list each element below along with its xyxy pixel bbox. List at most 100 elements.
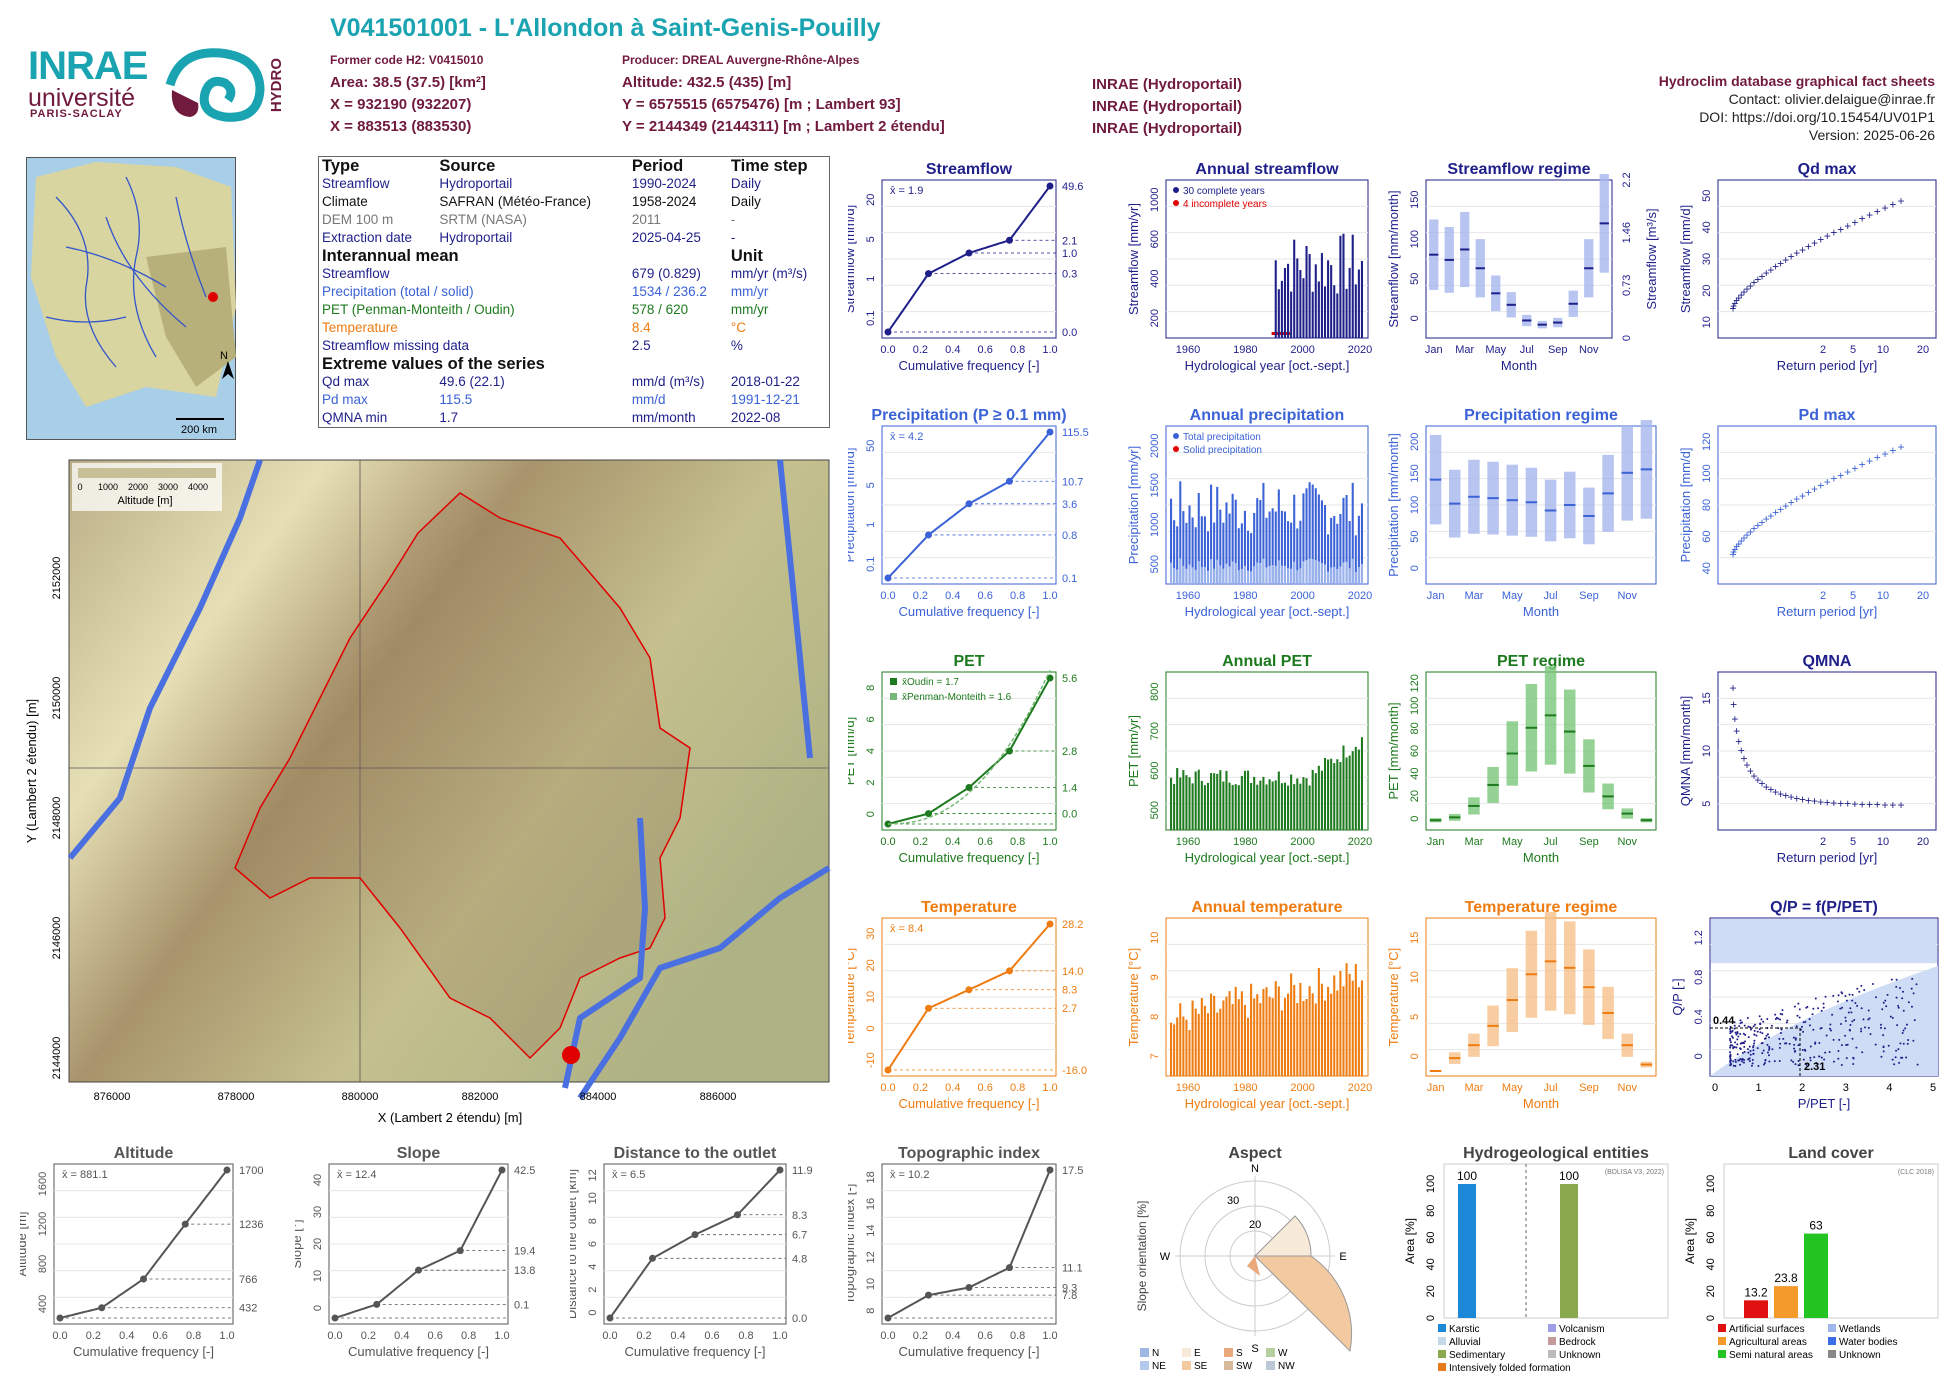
map-xtick: 876000 [94, 1091, 131, 1103]
pet-regime-chart[interactable]: PET regime Month PET [mm/month] 0 20 40 60 80 10… [1378, 644, 1668, 882]
streamflow-chart[interactable]: Streamflow Cumulative frequency [-] Stream… [848, 152, 1118, 390]
x-tick-label: 0.6 [428, 1330, 443, 1342]
annual-bar [1182, 1016, 1185, 1076]
qp-point [1860, 984, 1863, 987]
qp-point [1736, 1038, 1739, 1041]
return-point: + [1881, 201, 1888, 215]
y-tick-label: 8 [865, 1308, 877, 1314]
qp-point [1761, 1042, 1764, 1045]
annual-bar [1308, 254, 1311, 338]
slope-chart[interactable]: Slope Cumulative frequency [-] Slope [°] 0 1… [295, 1136, 570, 1376]
x-tick-label: May [1485, 344, 1506, 356]
annual-bar [1342, 986, 1345, 1076]
qp-ppet-chart[interactable]: Q/P = f(P/PET) P/PET [-] Q/P [-] 0 0.4 0.8 1.2… [1668, 890, 1948, 1128]
paris-saclay-logo: PARIS-SACLAY [30, 108, 123, 120]
annual-bar [1188, 1030, 1191, 1076]
direction-label: N [1251, 1163, 1259, 1175]
solid-precip-bar [1182, 565, 1185, 584]
annual-precipitation-chart[interactable]: Annual precipitation Hydrological year [o… [1118, 398, 1378, 636]
quantile-label: 2.7 [1062, 1003, 1077, 1015]
annual-bar [1280, 783, 1283, 830]
qp-point [1884, 999, 1887, 1002]
doi[interactable]: DOI: https://doi.org/10.15454/UV01P1 [1699, 109, 1935, 125]
pd-max-chart[interactable]: Pd max Return period [yr] Precipitation [m… [1668, 398, 1948, 636]
legend-entry: E [1194, 1348, 1201, 1359]
altitude-chart[interactable]: Altitude Cumulative frequency [-] Altitude… [20, 1136, 295, 1376]
topographic-index-chart[interactable]: Topographic index Cumulative frequency [-… [848, 1136, 1118, 1376]
y-tick-label: 120 [1409, 674, 1421, 692]
x-axis-label: Cumulative frequency [-] [899, 1096, 1040, 1111]
row-type: Extraction date [322, 230, 413, 245]
y-tick-label: 800 [37, 1255, 49, 1273]
distance-chart[interactable]: Distance to the outlet Cumulative frequen… [570, 1136, 848, 1376]
station-location-marker [208, 292, 218, 302]
extreme-value: 115.5 [439, 392, 473, 407]
y-tick-label: 50 [865, 440, 877, 452]
annual-streamflow-chart[interactable]: Annual streamflow Hydrological year [oct.… [1118, 152, 1378, 390]
qp-point [1748, 1059, 1751, 1062]
annual-temperature-chart[interactable]: Annual temperature Hydrological year [oct… [1118, 890, 1378, 1128]
x-tick-label: 20 [1917, 344, 1929, 356]
row-timestep: - [730, 212, 736, 227]
hydrogeo-chart[interactable]: Hydrogeological entities (BDLISA V3, 2022… [1400, 1136, 1680, 1376]
y-tick-label: 5 [1409, 1014, 1421, 1020]
source-2: INRAE (Hydroportail) [1092, 98, 1242, 115]
qmna-chart[interactable]: QMNA Return period [yr] QMNA [mm/month] 5 10… [1668, 644, 1948, 882]
france-location-map[interactable]: 200 km N [26, 157, 236, 440]
qp-point [1793, 1005, 1796, 1008]
x-tick-label: 1960 [1176, 590, 1200, 602]
annual-bar [1231, 1004, 1234, 1076]
cdf-line-penman [888, 669, 1051, 825]
annual-bar [1219, 770, 1222, 830]
y-tick-label: 30 [312, 1206, 324, 1218]
annual-bar [1256, 498, 1259, 584]
pet-chart[interactable]: PET Cumulative frequency [-] PET [mm/d] 0 2 4… [848, 644, 1118, 882]
temperature-regime-chart[interactable]: Temperature regime Month Temperature [°C] 0… [1378, 890, 1668, 1128]
qp-point [1795, 1025, 1798, 1028]
quantile-point [925, 1004, 932, 1012]
legend-entry: Semi natural areas [1729, 1350, 1813, 1361]
x-tick-label: 0.4 [945, 1330, 960, 1342]
return-point: + [1767, 263, 1774, 277]
solid-precip-bar [1222, 568, 1225, 584]
qp-point [1837, 1057, 1840, 1060]
legend-swatch [1182, 1348, 1191, 1357]
y-tick-label: 0 [1409, 1053, 1421, 1059]
qp-point [1832, 994, 1835, 997]
landcover-chart[interactable]: Land cover (CLC 2018) Area [%] 0 20 40 60 80 100… [1680, 1136, 1950, 1376]
qp-point [1910, 1005, 1913, 1008]
precipitation-regime-chart[interactable]: Precipitation regime Month Precipitation [… [1378, 398, 1668, 636]
annual-bar [1240, 523, 1243, 584]
map-xtick: 882000 [462, 1091, 499, 1103]
y-axis-label: Area [%] [1403, 1218, 1417, 1264]
y-tick-label: 12 [865, 1251, 877, 1263]
qp-point [1794, 1038, 1797, 1041]
annual-bar [1182, 511, 1185, 584]
precipitation-chart[interactable]: Precipitation (P ≥ 0.1 mm) Cumulative fre… [848, 398, 1118, 636]
x-axis-label: Hydrological year [oct.-sept.] [1185, 1096, 1350, 1111]
y-tick-label: 0 [1425, 1315, 1437, 1321]
x-tick-label: 0.6 [978, 836, 993, 848]
y-tick-label: 40 [1701, 562, 1713, 574]
annual-bar [1311, 993, 1314, 1076]
quantile-label: 0.0 [1062, 809, 1077, 821]
catchment-map[interactable]: 0 1000 2000 3000 4000 Altitude [m] 87600… [20, 458, 835, 1136]
qp-point [1831, 1013, 1834, 1016]
temperature-chart[interactable]: Temperature Cumulative frequency [-] Tempe… [848, 890, 1118, 1128]
y-axis-label: Streamflow [mm/d] [1678, 205, 1693, 313]
y-tick-label: 40 [1425, 1258, 1437, 1270]
qd-max-chart[interactable]: Qd max Return period [yr] Streamflow [mm/d… [1668, 152, 1948, 390]
qp-point [1741, 1051, 1744, 1054]
annual-pet-chart[interactable]: Annual PET Hydrological year [oct.-sept.]… [1118, 644, 1378, 882]
contact[interactable]: Contact: olivier.delaigue@inrae.fr [1728, 91, 1935, 107]
qp-point [1899, 1042, 1902, 1045]
qp-point [1758, 1015, 1761, 1018]
legend-swatch [1173, 187, 1179, 193]
extreme-unit: mm/d [631, 392, 666, 407]
qp-point [1768, 1048, 1771, 1051]
legend-entry: Solid precipitation [1183, 445, 1262, 456]
former-code: Former code H2: V0415010 [330, 53, 484, 67]
qp-point [1747, 1051, 1750, 1054]
streamflow-regime-chart[interactable]: Streamflow regime Month Streamflow [mm/mon… [1378, 152, 1668, 390]
